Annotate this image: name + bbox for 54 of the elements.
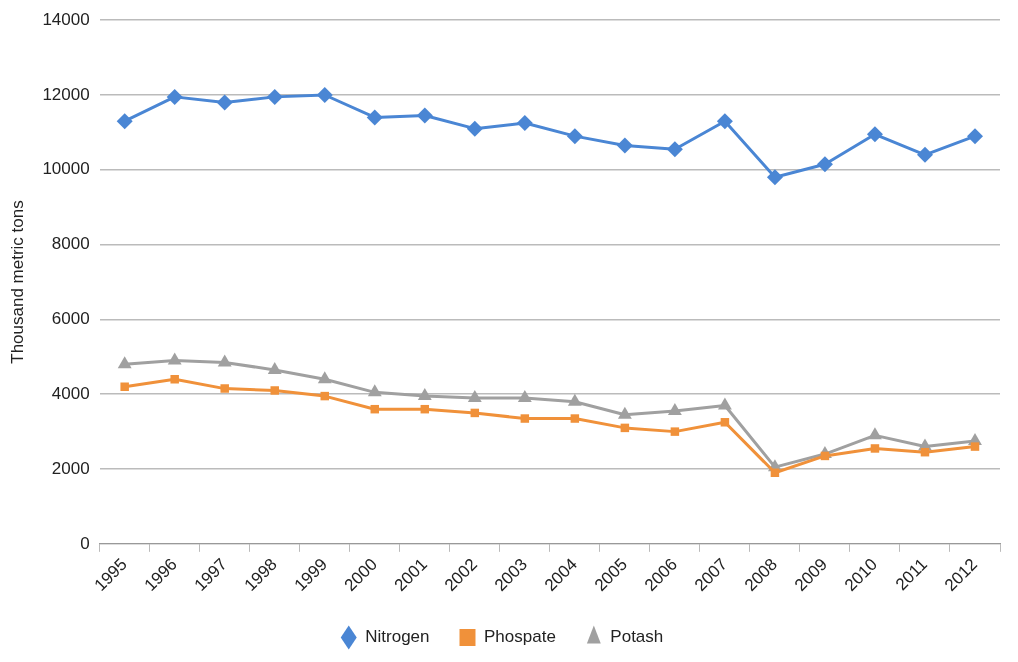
point (266, 88, 283, 105)
y-tick-label: 8000 (51, 234, 90, 254)
point (570, 414, 580, 423)
point (166, 88, 183, 105)
point (216, 94, 233, 111)
point (716, 113, 733, 130)
point (667, 403, 682, 416)
point (870, 444, 880, 453)
point (167, 352, 182, 365)
point (868, 427, 882, 440)
point (270, 386, 279, 395)
y-axis-title: Thousand metric tons (7, 200, 27, 364)
point (720, 418, 730, 427)
point (970, 442, 980, 451)
y-tick-label: 12000 (42, 84, 90, 104)
point (567, 393, 582, 406)
point (566, 128, 583, 145)
point (670, 427, 680, 436)
y-tick-label: 10000 (42, 159, 90, 179)
point (816, 156, 833, 173)
point (520, 414, 530, 423)
point (317, 371, 332, 384)
point (717, 397, 732, 410)
point (217, 354, 232, 367)
point (966, 128, 983, 145)
point (666, 141, 683, 158)
point (170, 375, 179, 384)
point (766, 169, 783, 186)
point (367, 384, 382, 397)
legend-label: Nitrogen (365, 627, 430, 647)
point (516, 115, 533, 132)
y-tick-label: 0 (80, 533, 90, 553)
point (267, 361, 282, 374)
point (467, 389, 482, 402)
point (617, 406, 632, 419)
point (517, 389, 532, 402)
point (416, 107, 433, 124)
point (366, 109, 383, 126)
point (116, 113, 133, 130)
point (916, 146, 933, 163)
point (220, 384, 229, 393)
point (866, 126, 883, 143)
point (616, 137, 633, 154)
point (316, 87, 333, 104)
point (117, 356, 132, 369)
legend-label: Potash (610, 627, 664, 647)
y-tick-label: 6000 (51, 309, 90, 329)
legend-label: Phospate (484, 627, 556, 647)
point (120, 382, 129, 391)
point (417, 388, 432, 401)
point (466, 120, 483, 137)
y-tick-label: 2000 (51, 458, 90, 478)
y-tick-label: 4000 (51, 383, 90, 403)
y-tick-label: 14000 (42, 9, 90, 29)
